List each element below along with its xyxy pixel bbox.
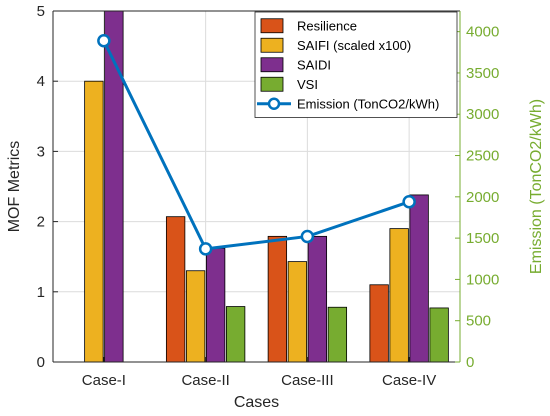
legend-label: SAIFI (scaled x100) [297,38,411,53]
legend-label: SAIDI [297,57,331,72]
y-right-tick-label: 2000 [466,189,499,206]
legend-label: Emission (TonCO2/kWh) [297,96,439,111]
bar [225,306,246,363]
axes: 0 1 2 3 4 5 0 500 1000 1500 2000 2500 3000 3500 4000 Ca… [37,3,500,389]
legend: Resilience SAIFI (scaled x100) SAIDI VSI Emi… [254,11,458,118]
y-right-tick-label: 3500 [466,65,499,82]
y-tick-label: 1 [37,284,45,301]
emission-point [97,33,111,48]
y-tick-label: 3 [37,143,45,160]
legend-swatch [260,37,284,53]
legend-swatch [260,76,284,92]
y-tick-label: 0 [37,354,45,371]
emission-point [198,242,213,256]
x-tick-label: Case-II [181,372,229,389]
y-right-tick-label: 1500 [466,230,499,247]
y-axis-title: MOF Metrics [6,141,23,233]
bar [165,216,186,363]
bar [185,270,206,363]
y-axis-right-title: Emission (TonCO2/kWh) [528,99,545,274]
y-right-tick-label: 0 [466,354,474,371]
y-right-tick-label: 3000 [466,106,499,123]
y-tick-label: 5 [37,3,45,20]
legend-marker [267,97,281,110]
bar [327,306,348,363]
bar [84,80,104,363]
legend-swatch [260,18,284,34]
y-right-tick-label: 500 [466,313,491,330]
x-tick-label: Case-III [281,372,334,389]
y-right-tick-label: 2500 [466,148,499,165]
x-tick-label: Case-IV [382,372,436,389]
emission-line-layer [97,33,416,256]
x-tick-label: Case-I [82,372,126,389]
bar [369,284,389,363]
bar [409,194,429,363]
legend-swatch [260,57,284,73]
y-right-tick-label: 4000 [466,24,499,41]
legend-box [254,11,458,118]
emission-line [102,40,410,251]
legend-label: VSI [297,77,318,92]
emission-point [300,229,315,244]
y-tick-label: 4 [37,73,45,90]
bar [205,247,226,363]
y-right-tick-label: 1000 [466,271,499,288]
bar [389,228,409,363]
bar [267,235,288,363]
emission-point [402,195,416,209]
bar [429,307,449,363]
legend-label: Resilience [297,18,357,33]
x-axis-title: Cases [234,394,279,411]
bars [84,10,449,363]
y-tick-label: 2 [37,214,45,231]
bar [287,261,308,363]
bar [307,235,328,363]
